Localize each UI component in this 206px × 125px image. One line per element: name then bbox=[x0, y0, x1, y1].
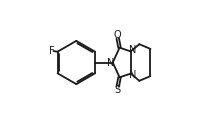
Text: N: N bbox=[106, 58, 114, 68]
Text: F: F bbox=[49, 46, 54, 56]
Text: N: N bbox=[129, 70, 136, 80]
Text: S: S bbox=[114, 85, 120, 95]
Text: O: O bbox=[113, 30, 121, 40]
Text: N: N bbox=[129, 45, 136, 55]
